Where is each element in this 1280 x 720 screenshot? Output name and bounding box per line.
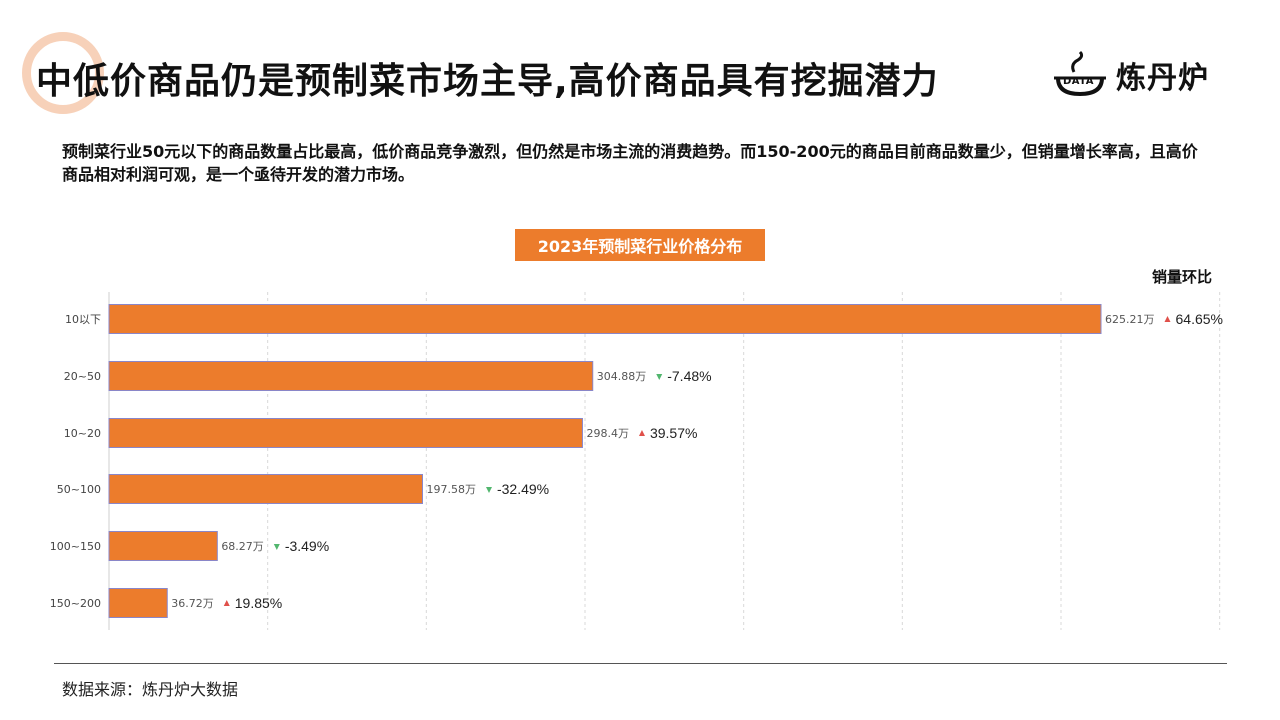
category-label: 150~200 bbox=[50, 597, 101, 610]
change-label: 39.57% bbox=[650, 425, 697, 441]
data-source: 数据来源：炼丹炉大数据 bbox=[62, 680, 239, 699]
down-arrow-icon bbox=[273, 544, 280, 550]
bar bbox=[108, 361, 594, 391]
category-label: 100~150 bbox=[50, 540, 101, 553]
logo-name: 炼丹炉 bbox=[1116, 61, 1209, 96]
page-title: 中低价商品仍是预制菜市场主导,高价商品具有挖掘潜力 bbox=[36, 61, 939, 102]
change-label: -3.49% bbox=[285, 538, 329, 554]
title-brush-circle bbox=[22, 32, 104, 114]
up-arrow-icon bbox=[1164, 316, 1171, 322]
category-label: 10~20 bbox=[64, 427, 101, 440]
chart-title: 2023年预制菜行业价格分布 bbox=[515, 229, 765, 261]
pot-logo-icon: DATA bbox=[1052, 50, 1110, 100]
change-label: 64.65% bbox=[1176, 311, 1223, 327]
value-label: 304.88万 bbox=[597, 370, 647, 383]
down-arrow-icon bbox=[656, 374, 663, 380]
value-label: 197.58万 bbox=[426, 483, 476, 496]
value-label: 298.4万 bbox=[586, 427, 629, 440]
footer-divider bbox=[54, 663, 1227, 664]
bar bbox=[108, 474, 423, 504]
category-label: 50~100 bbox=[57, 483, 101, 496]
logo-mark-text: DATA bbox=[1063, 76, 1095, 87]
down-arrow-icon bbox=[485, 487, 492, 493]
change-label: -32.49% bbox=[497, 481, 549, 497]
category-label: 20~50 bbox=[64, 370, 101, 383]
bar bbox=[108, 531, 218, 561]
value-label: 68.27万 bbox=[221, 540, 264, 553]
bar bbox=[108, 418, 583, 448]
up-arrow-icon bbox=[638, 430, 645, 436]
brand-logo: DATA 炼丹炉 bbox=[1052, 50, 1209, 100]
bar bbox=[108, 588, 168, 618]
change-label: 19.85% bbox=[235, 595, 282, 611]
value-label: 36.72万 bbox=[171, 597, 214, 610]
change-label: -7.48% bbox=[667, 368, 711, 384]
change-column-header: 销量环比 bbox=[1152, 268, 1213, 286]
value-label: 625.21万 bbox=[1105, 313, 1155, 326]
bar bbox=[108, 304, 1102, 334]
up-arrow-icon bbox=[223, 600, 230, 606]
category-label: 10以下 bbox=[65, 313, 101, 326]
description-text: 预制菜行业50元以下的商品数量占比最高，低价商品竞争激烈，但仍然是市场主流的消费… bbox=[62, 142, 1198, 184]
